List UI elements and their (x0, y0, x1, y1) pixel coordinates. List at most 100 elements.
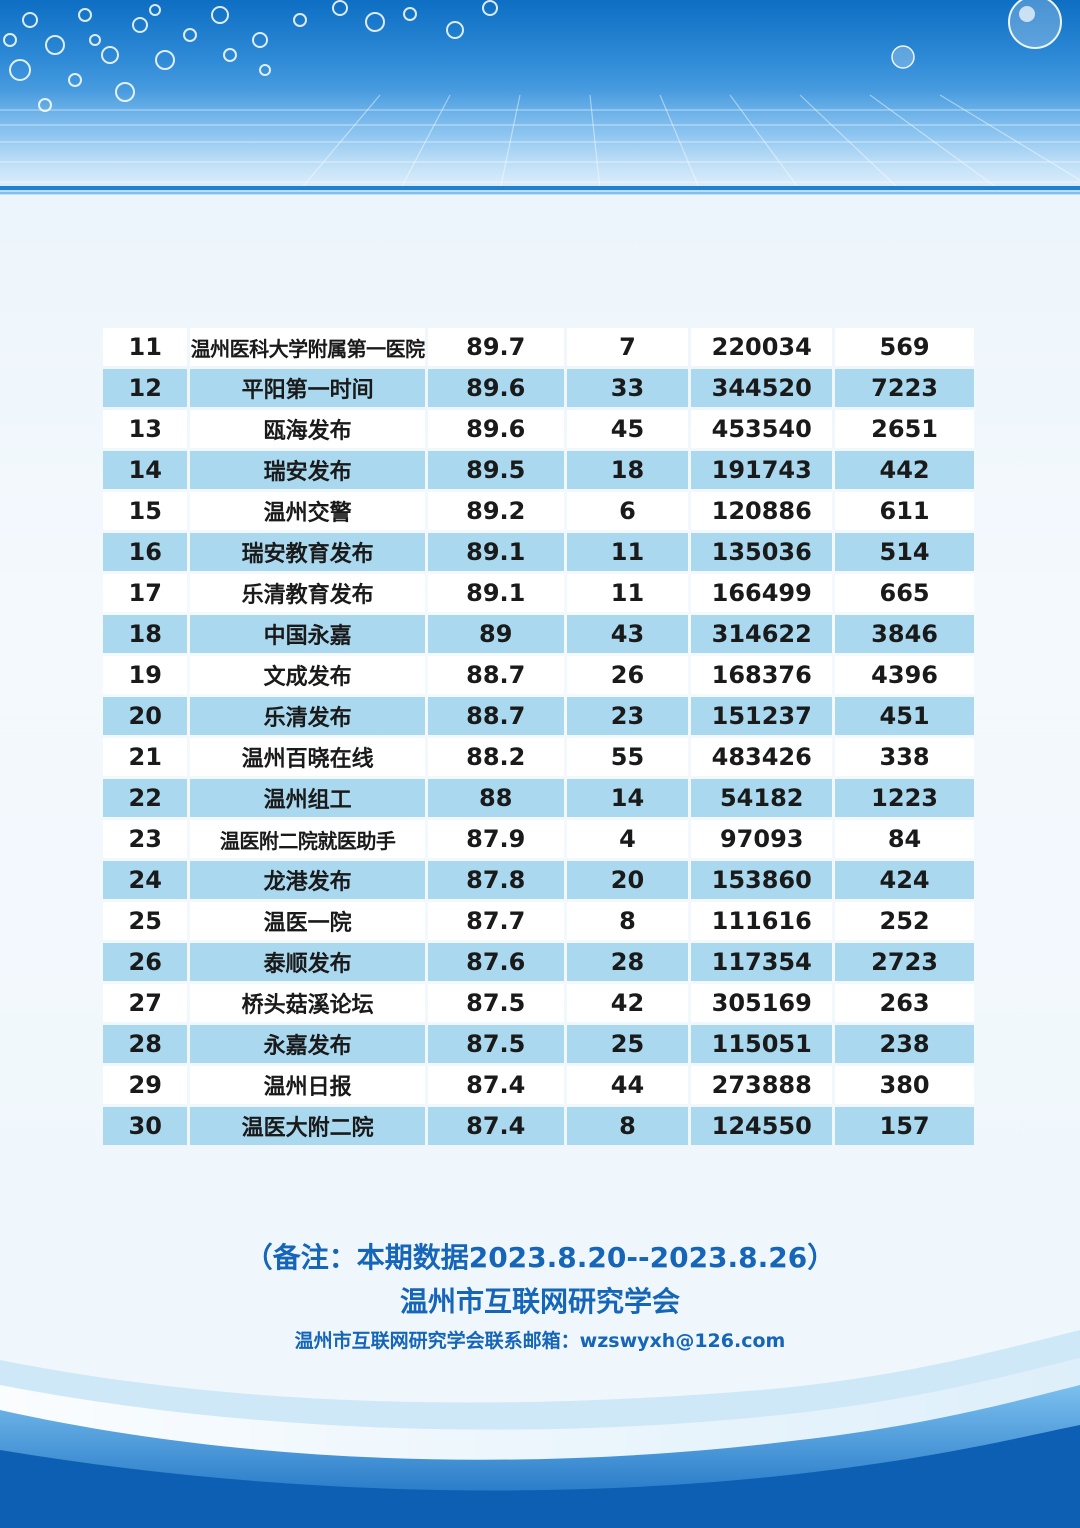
likes-cell: 424 (835, 861, 974, 899)
table-row: 11 温州医科大学附属第一医院 89.7 7 220034 569 (103, 328, 974, 366)
count-cell: 11 (566, 574, 689, 612)
score-cell: 89.1 (427, 533, 564, 571)
count-cell: 4 (566, 820, 689, 858)
data-period-note: （备注：本期数据2023.8.20--2023.8.26） (244, 1241, 836, 1274)
count-cell: 43 (566, 615, 689, 653)
reads-cell: 314622 (691, 615, 833, 653)
rank-cell: 19 (103, 656, 188, 694)
table-row: 25 温医一院 87.7 8 111616 252 (103, 902, 974, 940)
reads-cell: 97093 (691, 820, 833, 858)
account-name-cell: 温医大附二院 (190, 1107, 425, 1145)
reads-cell: 273888 (691, 1066, 833, 1104)
table-row: 14 瑞安发布 89.5 18 191743 442 (103, 451, 974, 489)
ranking-table-body: 11 温州医科大学附属第一医院 89.7 7 220034 569 12 平阳第一时间 89.6… (103, 328, 974, 1145)
table-row: 21 温州百晓在线 88.2 55 483426 338 (103, 738, 974, 776)
account-name-cell: 文成发布 (190, 656, 425, 694)
rank-cell: 20 (103, 697, 188, 735)
table-row: 29 温州日报 87.4 44 273888 380 (103, 1066, 974, 1104)
rank-cell: 22 (103, 779, 188, 817)
score-cell: 89.6 (427, 410, 564, 448)
score-cell: 89 (427, 615, 564, 653)
account-name-cell: 瑞安教育发布 (190, 533, 425, 571)
reads-cell: 220034 (691, 328, 833, 366)
table-row: 12 平阳第一时间 89.6 33 344520 7223 (103, 369, 974, 407)
score-cell: 87.4 (427, 1107, 564, 1145)
account-name-cell: 平阳第一时间 (190, 369, 425, 407)
reads-cell: 135036 (691, 533, 833, 571)
score-cell: 87.5 (427, 984, 564, 1022)
score-cell: 89.1 (427, 574, 564, 612)
reads-cell: 153860 (691, 861, 833, 899)
count-cell: 8 (566, 1107, 689, 1145)
score-cell: 88.7 (427, 697, 564, 735)
account-name-cell: 瑞安发布 (190, 451, 425, 489)
rank-cell: 14 (103, 451, 188, 489)
banner-grid-decoration (0, 90, 1080, 191)
bubbles-decoration (3, 0, 1062, 112)
table-row: 13 瓯海发布 89.6 45 453540 2651 (103, 410, 974, 448)
count-cell: 7 (566, 328, 689, 366)
account-name-cell: 泰顺发布 (190, 943, 425, 981)
reads-cell: 305169 (691, 984, 833, 1022)
score-cell: 89.7 (427, 328, 564, 366)
count-cell: 45 (566, 410, 689, 448)
score-cell: 87.8 (427, 861, 564, 899)
likes-cell: 1223 (835, 779, 974, 817)
count-cell: 6 (566, 492, 689, 530)
count-cell: 20 (566, 861, 689, 899)
reads-cell: 117354 (691, 943, 833, 981)
table-row: 26 泰顺发布 87.6 28 117354 2723 (103, 943, 974, 981)
rank-cell: 28 (103, 1025, 188, 1063)
header-banner (0, 0, 1080, 195)
table-row: 19 文成发布 88.7 26 168376 4396 (103, 656, 974, 694)
count-cell: 25 (566, 1025, 689, 1063)
likes-cell: 451 (835, 697, 974, 735)
account-name-cell: 乐清发布 (190, 697, 425, 735)
header-divider (0, 186, 1080, 190)
table-row: 17 乐清教育发布 89.1 11 166499 665 (103, 574, 974, 612)
likes-cell: 611 (835, 492, 974, 530)
rank-cell: 29 (103, 1066, 188, 1104)
rank-cell: 23 (103, 820, 188, 858)
count-cell: 26 (566, 656, 689, 694)
likes-cell: 84 (835, 820, 974, 858)
likes-cell: 338 (835, 738, 974, 776)
rank-cell: 12 (103, 369, 188, 407)
table-row: 20 乐清发布 88.7 23 151237 451 (103, 697, 974, 735)
reads-cell: 191743 (691, 451, 833, 489)
likes-cell: 514 (835, 533, 974, 571)
ranking-table: 11 温州医科大学附属第一医院 89.7 7 220034 569 12 平阳第一时间 89.6… (103, 325, 977, 1148)
likes-cell: 252 (835, 902, 974, 940)
count-cell: 8 (566, 902, 689, 940)
score-cell: 88.7 (427, 656, 564, 694)
reads-cell: 115051 (691, 1025, 833, 1063)
count-cell: 42 (566, 984, 689, 1022)
count-cell: 28 (566, 943, 689, 981)
count-cell: 33 (566, 369, 689, 407)
account-name-cell: 龙港发布 (190, 861, 425, 899)
reads-cell: 111616 (691, 902, 833, 940)
likes-cell: 569 (835, 328, 974, 366)
likes-cell: 7223 (835, 369, 974, 407)
rank-cell: 30 (103, 1107, 188, 1145)
likes-cell: 4396 (835, 656, 974, 694)
account-name-cell: 永嘉发布 (190, 1025, 425, 1063)
contact-email: 温州市互联网研究学会联系邮箱：wzswyxh@126.com (294, 1330, 786, 1352)
likes-cell: 380 (835, 1066, 974, 1104)
rank-cell: 11 (103, 328, 188, 366)
rank-cell: 26 (103, 943, 188, 981)
likes-cell: 238 (835, 1025, 974, 1063)
likes-cell: 442 (835, 451, 974, 489)
table-row: 16 瑞安教育发布 89.1 11 135036 514 (103, 533, 974, 571)
account-name-cell: 温州交警 (190, 492, 425, 530)
rank-cell: 21 (103, 738, 188, 776)
table-row: 23 温医附二院就医助手 87.9 4 97093 84 (103, 820, 974, 858)
rank-cell: 27 (103, 984, 188, 1022)
count-cell: 14 (566, 779, 689, 817)
count-cell: 23 (566, 697, 689, 735)
score-cell: 89.5 (427, 451, 564, 489)
likes-cell: 665 (835, 574, 974, 612)
count-cell: 11 (566, 533, 689, 571)
organization-name: 温州市互联网研究学会 (399, 1285, 680, 1318)
likes-cell: 2651 (835, 410, 974, 448)
